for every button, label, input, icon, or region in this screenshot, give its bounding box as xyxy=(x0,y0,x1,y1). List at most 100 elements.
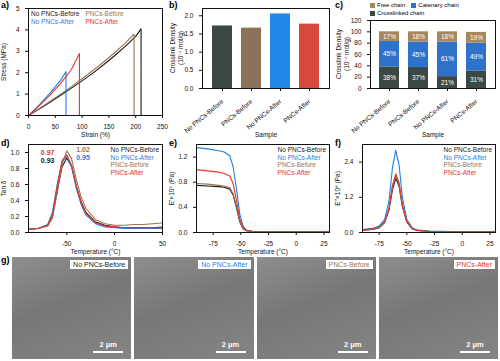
svg-text:0.2: 0.2 xyxy=(10,213,19,220)
svg-text:-75: -75 xyxy=(374,240,384,247)
svg-text:Strain (%): Strain (%) xyxy=(81,131,110,139)
svg-text:0.0: 0.0 xyxy=(178,229,187,236)
svg-text:17%: 17% xyxy=(383,33,396,40)
svg-text:18%: 18% xyxy=(441,33,454,40)
svg-text:31%: 31% xyxy=(470,76,483,83)
svg-text:0.93: 0.93 xyxy=(41,157,55,164)
svg-text:37%: 37% xyxy=(412,74,425,81)
svg-text:60: 60 xyxy=(354,51,362,58)
svg-text:-25: -25 xyxy=(430,240,440,247)
svg-text:0.8: 0.8 xyxy=(178,178,187,185)
svg-text:0.5: 0.5 xyxy=(184,66,193,73)
svg-text:45%: 45% xyxy=(412,51,425,58)
svg-text:21%: 21% xyxy=(441,79,454,86)
svg-text:250: 250 xyxy=(157,123,168,130)
svg-text:200: 200 xyxy=(130,123,141,130)
html-text:PNCs-After: PNCs-After xyxy=(85,17,119,25)
svg-text:2.0: 2.0 xyxy=(184,12,193,19)
svg-text:0.97: 0.97 xyxy=(41,149,55,156)
svg-text:Sample: Sample xyxy=(255,131,277,139)
svg-text:E''×10⁸ (Pa): E''×10⁸ (Pa) xyxy=(334,171,342,206)
svg-text:0.6: 0.6 xyxy=(10,181,19,188)
svg-text:0.0: 0.0 xyxy=(184,85,193,92)
svg-text:100: 100 xyxy=(77,123,88,130)
svg-text:2.4: 2.4 xyxy=(344,158,353,165)
svg-text:38%: 38% xyxy=(383,74,396,81)
html-text:2 μm: 2 μm xyxy=(221,340,240,349)
svg-text:0.0: 0.0 xyxy=(344,229,353,236)
svg-text:Sample: Sample xyxy=(422,131,444,139)
svg-text:1.02: 1.02 xyxy=(76,146,90,153)
svg-text:1: 1 xyxy=(16,90,20,97)
svg-text:18%: 18% xyxy=(412,33,425,40)
svg-text:0: 0 xyxy=(294,240,298,247)
svg-text:No PNCs-After: No PNCs-After xyxy=(245,97,283,131)
svg-text:-50: -50 xyxy=(236,240,246,247)
html-text:g): g) xyxy=(1,255,10,265)
svg-text:1.2: 1.2 xyxy=(178,153,187,160)
html-text:b): b) xyxy=(169,0,178,10)
svg-text:100: 100 xyxy=(351,28,362,35)
svg-text:120: 120 xyxy=(351,17,362,24)
svg-text:Temperature (°C): Temperature (°C) xyxy=(404,248,454,256)
svg-text:Temperature (°C): Temperature (°C) xyxy=(71,248,121,256)
svg-text:0.4: 0.4 xyxy=(178,203,187,210)
svg-text:40: 40 xyxy=(354,62,362,69)
svg-text:0: 0 xyxy=(27,123,31,130)
svg-text:1.0: 1.0 xyxy=(184,48,193,55)
svg-text:45%: 45% xyxy=(383,50,396,57)
svg-text:49%: 49% xyxy=(470,53,483,60)
html-text:(10⁻⁴ mol/g): (10⁻⁴ mol/g) xyxy=(342,37,350,71)
svg-text:No PNCs-Before: No PNCs-Before xyxy=(183,97,225,134)
html-text:2 μm: 2 μm xyxy=(344,340,362,349)
svg-text:0: 0 xyxy=(113,240,117,247)
svg-text:-50: -50 xyxy=(402,240,412,247)
svg-text:-50: -50 xyxy=(62,240,72,247)
svg-text:61%: 61% xyxy=(441,55,454,62)
svg-text:0.8: 0.8 xyxy=(10,165,19,172)
svg-text:25: 25 xyxy=(486,240,494,247)
html-text:No PNCs-After: No PNCs-After xyxy=(277,153,321,161)
svg-text:0: 0 xyxy=(16,112,20,119)
svg-text:Stress (MPa): Stress (MPa) xyxy=(0,43,8,81)
svg-text:E'×10⁹ (Pa): E'×10⁹ (Pa) xyxy=(168,172,176,205)
svg-text:0: 0 xyxy=(460,240,464,247)
html-text:2 μm: 2 μm xyxy=(99,340,117,349)
svg-text:150: 150 xyxy=(103,123,114,130)
svg-text:PNCs-Before: PNCs-Before xyxy=(386,97,421,128)
svg-text:80: 80 xyxy=(354,39,362,46)
svg-text:-75: -75 xyxy=(208,240,218,247)
svg-text:0.0: 0.0 xyxy=(10,229,19,236)
svg-text:No PNCs-After: No PNCs-After xyxy=(412,97,450,131)
svg-text:50: 50 xyxy=(52,123,60,130)
svg-text:No PNCs-Before: No PNCs-Before xyxy=(350,97,392,134)
svg-text:Tan δ: Tan δ xyxy=(0,180,7,196)
svg-text:PNCs-After: PNCs-After xyxy=(449,97,479,124)
svg-text:PNCs-Before: PNCs-Before xyxy=(219,97,254,128)
svg-text:1.0: 1.0 xyxy=(10,149,19,156)
svg-text:0.95: 0.95 xyxy=(76,154,90,161)
svg-text:-25: -25 xyxy=(264,240,274,247)
html-text:a): a) xyxy=(1,0,9,10)
svg-text:5: 5 xyxy=(16,5,20,12)
svg-text:0.4: 0.4 xyxy=(10,197,19,204)
svg-text:0: 0 xyxy=(358,85,362,92)
html-text:No PNCs-After: No PNCs-After xyxy=(31,17,74,25)
svg-text:1.2: 1.2 xyxy=(344,193,353,200)
svg-text:4: 4 xyxy=(16,26,20,33)
html-text:d): d) xyxy=(1,138,10,148)
html-text:PNCs-After: PNCs-After xyxy=(110,168,144,176)
html-text:(10⁻⁴ mol/g): (10⁻⁴ mol/g) xyxy=(176,31,184,65)
svg-text:3: 3 xyxy=(16,47,20,54)
html-text:c): c) xyxy=(335,0,343,10)
svg-text:PNCs-After: PNCs-After xyxy=(282,97,312,124)
svg-text:Temperature (°C): Temperature (°C) xyxy=(238,248,288,256)
svg-text:25: 25 xyxy=(320,240,328,247)
svg-text:2: 2 xyxy=(16,69,20,76)
svg-text:20: 20 xyxy=(354,73,362,80)
svg-text:50: 50 xyxy=(159,240,167,247)
html-text:No PNCs-After: No PNCs-After xyxy=(110,153,154,161)
svg-text:1.5: 1.5 xyxy=(184,30,193,37)
svg-text:19%: 19% xyxy=(470,34,483,41)
html-text:2 μm: 2 μm xyxy=(466,340,484,349)
